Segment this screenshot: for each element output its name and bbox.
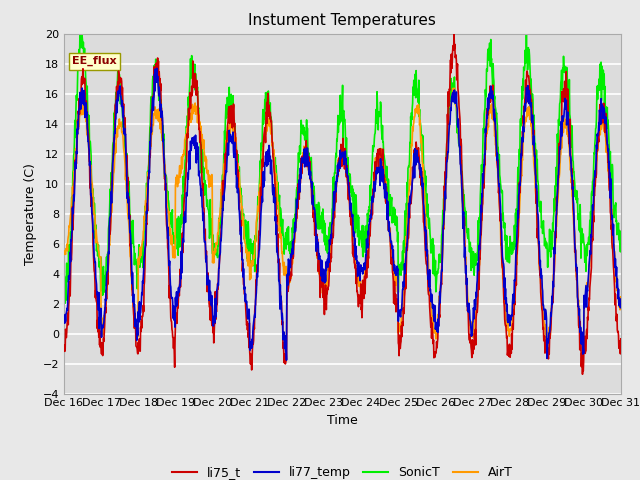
AirT: [451, 85, 458, 91]
li77_temp: [153, 65, 161, 71]
li75_t: [184, 135, 191, 141]
li77_temp: [283, 357, 291, 363]
li75_t: [246, 356, 254, 362]
Line: SonicT: SonicT: [64, 34, 621, 303]
AirT: [246, 270, 254, 276]
li75_t: [450, 31, 458, 36]
li75_t: [502, 323, 509, 328]
Legend: li75_t, li77_temp, SonicT, AirT: li75_t, li77_temp, SonicT, AirT: [167, 461, 518, 480]
li77_temp: [60, 315, 68, 321]
SonicT: [61, 300, 69, 306]
Y-axis label: Temperature (C): Temperature (C): [24, 163, 37, 264]
AirT: [60, 250, 68, 256]
AirT: [551, 249, 559, 254]
SonicT: [247, 250, 255, 256]
li75_t: [170, 352, 178, 358]
SonicT: [617, 228, 625, 234]
li75_t: [429, 331, 436, 336]
li75_t: [579, 372, 586, 377]
SonicT: [60, 291, 68, 297]
AirT: [184, 121, 191, 127]
SonicT: [172, 239, 179, 245]
SonicT: [77, 31, 85, 36]
li75_t: [551, 243, 559, 249]
li77_temp: [171, 311, 179, 317]
X-axis label: Time: Time: [327, 414, 358, 427]
li77_temp: [502, 295, 510, 300]
Line: li77_temp: li77_temp: [64, 68, 621, 360]
li75_t: [617, 336, 625, 342]
Title: Instument Temperatures: Instument Temperatures: [248, 13, 436, 28]
li77_temp: [246, 341, 254, 347]
SonicT: [185, 102, 193, 108]
AirT: [502, 315, 509, 321]
li77_temp: [184, 176, 192, 182]
Text: EE_flux: EE_flux: [72, 56, 117, 66]
AirT: [579, 347, 586, 352]
AirT: [429, 313, 436, 319]
AirT: [170, 253, 178, 259]
li77_temp: [552, 231, 559, 237]
AirT: [617, 299, 625, 304]
li77_temp: [429, 313, 437, 319]
SonicT: [502, 252, 510, 258]
SonicT: [429, 242, 437, 248]
SonicT: [552, 196, 559, 202]
Line: AirT: AirT: [64, 88, 621, 349]
li77_temp: [617, 303, 625, 309]
Line: li75_t: li75_t: [64, 34, 621, 374]
li75_t: [60, 347, 68, 353]
